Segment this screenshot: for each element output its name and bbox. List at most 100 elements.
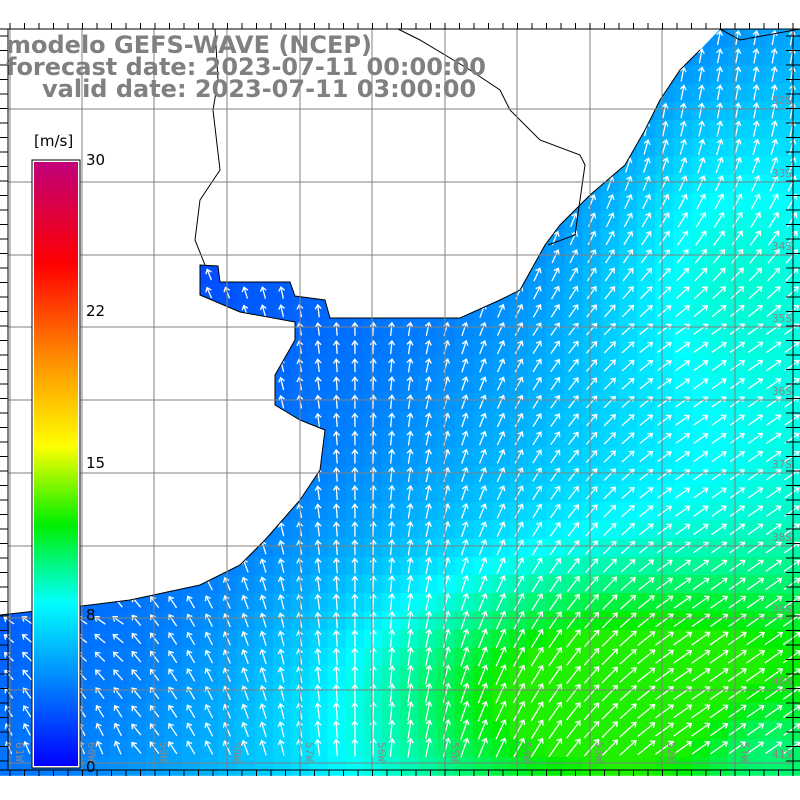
wind-arrow-icon (657, 396, 672, 408)
wind-arrow-icon (259, 612, 267, 628)
speed-cell (564, 757, 583, 776)
wind-arrow-icon (601, 721, 619, 738)
wind-arrow-icon (351, 557, 359, 574)
wind-arrow-icon (675, 487, 691, 499)
speed-cell (782, 757, 800, 776)
wind-arrow-icon (583, 720, 600, 739)
wind-arrow-icon (639, 487, 654, 499)
wind-arrow-icon (477, 700, 489, 722)
wind-arrow-icon (764, 668, 784, 682)
lat-label: 41S (772, 748, 792, 761)
wind-arrow-icon (566, 593, 581, 611)
wind-arrow-icon (514, 412, 524, 428)
wind-arrow-icon (637, 613, 656, 628)
wind-arrow-icon (711, 487, 727, 499)
speed-cell (127, 757, 147, 776)
wind-arrow-icon (532, 303, 542, 318)
wind-arrow-icon (771, 120, 778, 137)
wind-arrow-icon (623, 212, 633, 228)
wind-arrow-icon (351, 665, 359, 684)
wind-arrow-icon (461, 376, 469, 391)
wind-arrow-icon (673, 649, 693, 664)
wind-arrow-icon (709, 649, 729, 664)
wind-arrow-icon (460, 719, 470, 740)
wind-arrow-icon (728, 595, 747, 609)
lon-label: 60W (85, 742, 98, 762)
wind-arrow-icon (314, 684, 322, 702)
wind-arrow-icon (369, 611, 377, 629)
wind-arrow-icon (677, 230, 689, 246)
speed-cell (291, 757, 310, 776)
wind-arrow-icon (496, 467, 506, 482)
wind-arrow-icon (639, 505, 654, 518)
wind-arrow-icon (461, 448, 469, 464)
wind-arrow-icon (729, 505, 746, 517)
wind-arrow-icon (752, 30, 760, 46)
wind-arrow-icon (351, 358, 359, 373)
wind-arrow-icon (205, 268, 212, 281)
wind-arrow-icon (186, 668, 196, 682)
wind-arrow-icon (569, 267, 579, 282)
wind-arrow-icon (730, 286, 745, 300)
wind-arrow-icon (568, 358, 579, 373)
wind-arrow-icon (548, 629, 563, 648)
wind-arrow-icon (770, 102, 778, 119)
wind-arrow-icon (605, 230, 615, 246)
speed-cell (600, 757, 620, 776)
wind-arrow-icon (168, 668, 178, 682)
wind-arrow-icon (659, 212, 670, 228)
wind-arrow-icon (643, 139, 651, 155)
colorbar-tick-0: 0 (86, 758, 96, 776)
wind-arrow-icon (388, 521, 396, 537)
wind-arrow-icon (204, 722, 214, 737)
wind-arrow-icon (332, 647, 340, 666)
wind-arrow-icon (369, 503, 377, 519)
wind-arrow-icon (95, 704, 105, 718)
wind-arrow-icon (478, 557, 488, 574)
wind-arrow-icon (747, 359, 764, 372)
wind-arrow-icon (478, 521, 488, 538)
wind-arrow-icon (314, 702, 322, 720)
wind-arrow-icon (388, 539, 396, 556)
wind-arrow-icon (693, 341, 709, 353)
wind-arrow-icon (570, 212, 578, 227)
title-model: modelo GEFS-WAVE (NCEP) (6, 31, 372, 59)
wind-arrow-icon (460, 682, 470, 704)
wind-arrow-icon (567, 504, 579, 519)
wind-arrow-icon (603, 450, 617, 463)
wind-arrow-icon (661, 139, 669, 155)
wind-arrow-icon (369, 575, 377, 592)
wind-arrow-icon (461, 466, 469, 483)
wind-arrow-icon (693, 451, 709, 463)
wind-arrow-icon (514, 376, 524, 391)
wind-arrow-icon (770, 84, 778, 101)
wind-arrow-icon (716, 84, 724, 101)
wind-arrow-icon (22, 669, 32, 681)
wind-arrow-icon (477, 682, 489, 704)
wind-arrow-icon (277, 576, 285, 592)
wind-arrow-icon (3, 616, 15, 625)
wind-arrow-icon (764, 595, 783, 609)
wind-arrow-icon (675, 341, 691, 353)
wind-arrow-icon (479, 394, 487, 409)
wind-arrow-icon (424, 339, 432, 355)
wind-arrow-icon (112, 651, 124, 662)
wind-arrow-icon (168, 650, 178, 664)
wind-arrow-icon (406, 610, 414, 630)
wind-arrow-icon (21, 634, 33, 644)
wind-arrow-icon (314, 720, 322, 738)
wind-arrow-icon (568, 340, 579, 354)
wind-arrow-icon (637, 740, 656, 756)
colorbar-tick-30: 30 (86, 151, 106, 169)
wind-arrow-icon (388, 593, 396, 611)
lon-label: 55W (448, 742, 461, 762)
wind-arrow-icon (549, 575, 562, 593)
wind-arrow-icon (549, 557, 561, 574)
wind-arrow-icon (619, 648, 637, 665)
wind-arrow-icon (497, 303, 506, 318)
wind-arrow-icon (619, 612, 637, 629)
wind-arrow-icon (530, 701, 544, 722)
wind-arrow-icon (675, 323, 691, 335)
wind-arrow-icon (603, 341, 616, 354)
wind-arrow-icon (657, 414, 672, 426)
